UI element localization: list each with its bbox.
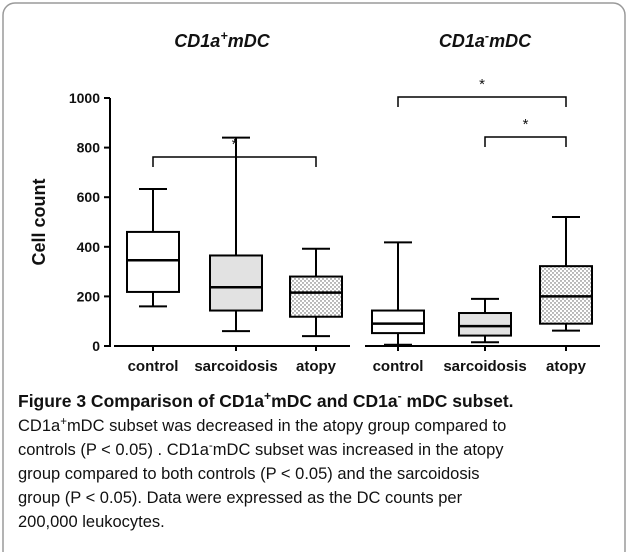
caption-line: group compared to both controls (P < 0.0… [18, 465, 480, 483]
significance-label: * [232, 136, 238, 153]
box [209, 254, 263, 312]
y-tick-label: 0 [92, 338, 100, 354]
caption-title-part: - [398, 389, 402, 403]
caption-line-part: group (P < 0.05). Data were expressed as… [18, 489, 463, 507]
caption-title-part: mDC subset. [402, 391, 514, 411]
y-tick-label: 200 [77, 288, 101, 304]
caption-line-part: mDC subset was decreased in the atopy gr… [67, 417, 506, 435]
caption-title-part: + [264, 389, 271, 403]
group-title-part: + [220, 29, 228, 43]
group-title-part: - [485, 29, 489, 43]
caption-title: Figure 3 Comparison of CD1a+mDC and CD1a… [18, 389, 514, 411]
significance-bracket [152, 156, 317, 167]
x-tick-label: atopy [546, 358, 587, 375]
y-tick-label: 600 [77, 189, 101, 205]
group-title-part: mDC [489, 31, 532, 51]
group-title-part: CD1a [174, 31, 220, 51]
box [458, 312, 512, 337]
group-title: CD1a-mDC [439, 29, 532, 51]
x-tick-label: atopy [296, 358, 337, 375]
y-tick-label: 1000 [69, 90, 100, 106]
x-tick-label: sarcoidosis [194, 358, 277, 375]
caption-line-part: CD1a [18, 417, 61, 435]
significance-bracket [397, 96, 567, 107]
caption-line-part: - [209, 440, 213, 452]
significance-label: * [479, 76, 485, 93]
x-tick-label: control [128, 358, 179, 375]
group-title: CD1a+mDC [174, 29, 270, 51]
caption-line-part: mDC subset was increased in the atopy [213, 441, 504, 459]
group-title-part: mDC [228, 31, 271, 51]
group-title-part: CD1a [439, 31, 485, 51]
caption-title-part: Figure 3 Comparison of CD1a [18, 391, 264, 411]
significance-label: * [523, 116, 529, 133]
y-tick-label: 800 [77, 140, 101, 156]
box [289, 275, 343, 318]
caption-line-part: controls (P < 0.05) . CD1a [18, 441, 210, 459]
caption-line: group (P < 0.05). Data were expressed as… [18, 489, 463, 507]
x-tick-label: control [373, 358, 424, 375]
caption-title-part: mDC and CD1a [271, 391, 398, 411]
box [126, 230, 180, 293]
significance-bracket [484, 136, 567, 147]
caption-line: CD1a+mDC subset was decreased in the ato… [18, 416, 506, 435]
caption-line-part: group compared to both controls (P < 0.0… [18, 465, 480, 483]
caption-line-part: 200,000 leukocytes. [18, 513, 165, 531]
x-tick-label: sarcoidosis [443, 358, 526, 375]
y-tick-label: 400 [77, 239, 101, 255]
y-axis-label: Cell count [29, 178, 49, 265]
caption-line: controls (P < 0.05) . CD1a-mDC subset wa… [18, 440, 504, 459]
box [539, 265, 593, 325]
caption-line: 200,000 leukocytes. [18, 513, 165, 531]
box [371, 309, 425, 335]
caption-line-part: + [60, 416, 67, 428]
